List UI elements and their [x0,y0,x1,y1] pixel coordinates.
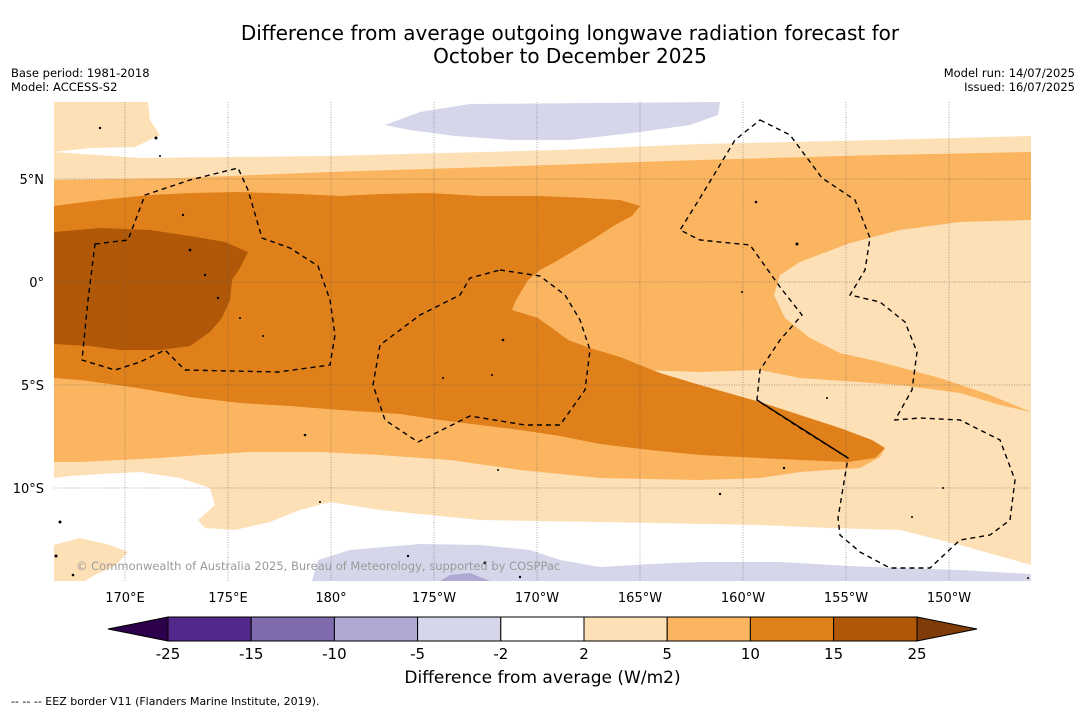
copyright-notice: © Commonwealth of Australia 2025, Bureau… [76,559,560,573]
eez-kiribati-line [678,119,1016,569]
colorbar-extend-high [916,616,978,642]
meta-left: Base period: 1981-2018 Model: ACCESS-S2 [11,66,150,94]
lat-label-0: 0° [29,276,44,291]
cb-tick-label: -10 [322,645,347,663]
lat-labels: 5°N 0° 5°S 10°S [13,173,44,497]
lon-label-170e: 170°E [105,591,145,606]
colorbar-segment [749,616,835,642]
cb-tick-label: 15 [824,645,843,663]
lon-label-165w: 165°W [618,591,662,606]
eez-segment-south [756,399,849,459]
map-panel: © Commonwealth of Australia 2025, Bureau… [54,102,1031,581]
lat-label-5n: 5°N [20,173,45,188]
colorbar-segment [500,616,585,642]
cb-tick-label: 2 [579,645,589,663]
eez-footnote: -- -- -- EEZ border V11 (Flanders Marine… [11,695,320,708]
lat-label-10s: 10°S [13,482,44,497]
lon-label-175w: 175°W [412,591,456,606]
title-line-2: October to December 2025 [433,44,707,68]
cb-tick-label: 10 [741,645,760,663]
eez-kiribati-gilbert [81,167,336,373]
cb-tick-label: 25 [907,645,926,663]
colorbar-segment [833,616,918,642]
cb-tick-label: -15 [239,645,264,663]
lon-label-175e: 175°E [208,591,248,606]
meta-right: Model run: 14/07/2025 Issued: 16/07/2025 [944,66,1075,94]
colorbar-segment [167,616,252,642]
colorbar-segment [417,616,502,642]
colorbar-segment [583,616,668,642]
colorbar-segment [250,616,335,642]
cb-tick-label: -2 [493,645,508,663]
colorbar [107,616,978,642]
colorbar-segment [333,616,419,642]
title-line-1: Difference from average outgoing longwav… [240,21,900,45]
contour-15-25 [54,228,248,350]
eez-borders [81,119,1016,569]
model-run: Model run: 14/07/2025 [943,66,1075,80]
colorbar-ticks: -25 -15 -10 -5 -2 2 5 10 15 25 [156,645,927,663]
colorbar-extend-low [107,616,169,642]
lon-label-160w: 160°W [721,591,765,606]
issued-date: Issued: 16/07/2025 [964,80,1075,94]
contour-2-5-east [774,220,1031,412]
colorbar-title: Difference from average (W/m2) [404,668,681,688]
eez-kiribati-phoenix [372,269,591,443]
contour-neg5-south [312,544,1031,581]
lon-label-150w: 150°W [927,591,971,606]
lon-label-170w: 170°W [515,591,559,606]
lon-label-155w: 155°W [824,591,868,606]
cb-tick-label: -25 [156,645,181,663]
contour-neg10-south [440,573,490,581]
contour-neg5-north [385,102,720,140]
lon-label-180: 180° [315,591,346,606]
model-name: Model: ACCESS-S2 [11,80,118,94]
gridlines [54,102,1031,581]
lat-label-5s: 5°S [21,379,44,394]
cb-tick-label: 5 [662,645,672,663]
islands [54,126,1029,579]
cb-tick-label: -5 [410,645,425,663]
lon-labels: 170°E 175°E 180° 175°W 170°W 165°W 160°W… [105,591,971,606]
contour-10-15 [54,192,885,462]
colorbar-segment [666,616,751,642]
map-title: Difference from average outgoing longwav… [140,22,1000,68]
base-period: Base period: 1981-2018 [11,66,150,80]
